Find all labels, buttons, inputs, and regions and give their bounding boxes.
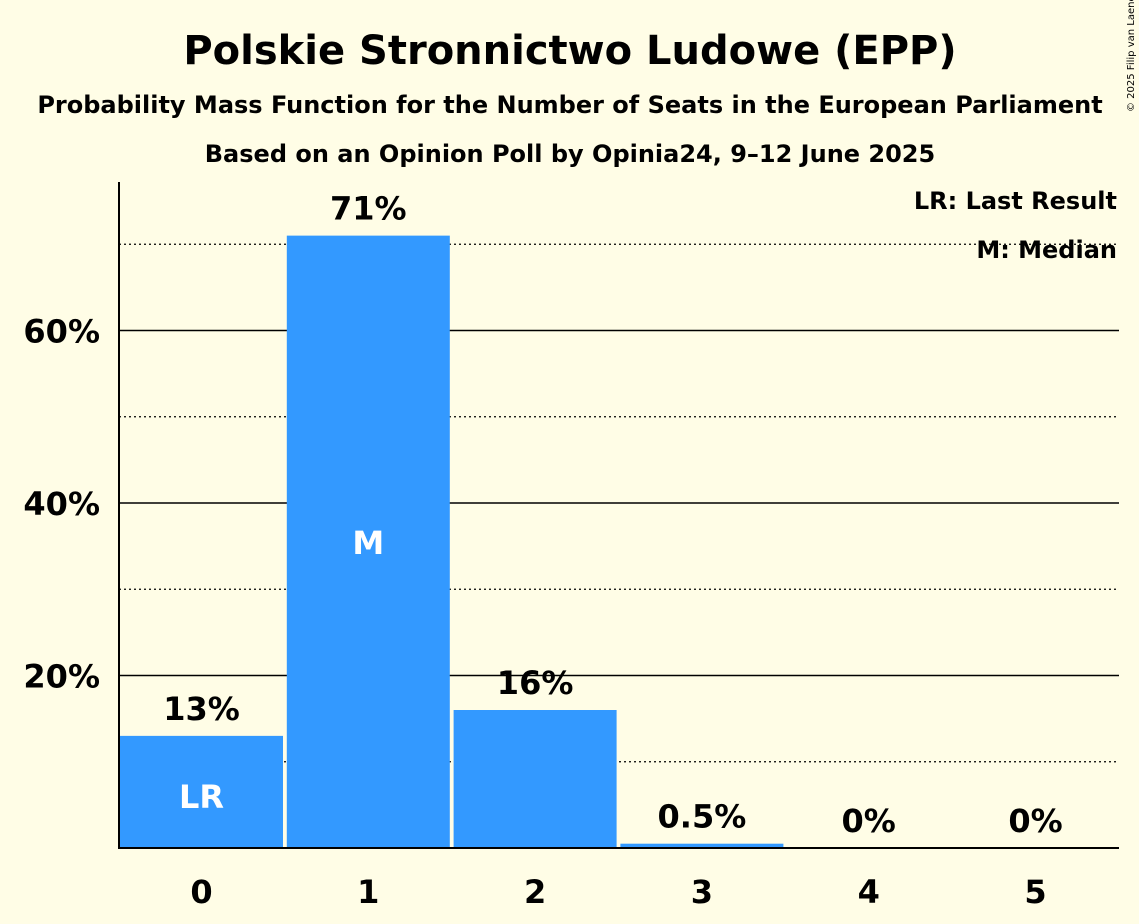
bar-value-label: 13% <box>163 690 240 728</box>
bar <box>453 710 617 848</box>
x-tick-label: 2 <box>524 873 546 911</box>
x-tick-label: 0 <box>190 873 212 911</box>
chart-title: Polskie Stronnictwo Ludowe (EPP) <box>183 28 956 74</box>
legend-median: M: Median <box>976 236 1117 264</box>
bar-value-label: 0% <box>842 802 896 840</box>
bars <box>120 235 784 848</box>
x-tick-label: 5 <box>1024 873 1046 911</box>
median-marker: M <box>352 524 384 562</box>
x-tick-labels: 0 1 2 3 4 5 <box>190 873 1046 911</box>
chart-subtitle: Probability Mass Function for the Number… <box>37 91 1102 119</box>
last-result-marker: LR <box>179 778 224 816</box>
bar <box>286 235 450 848</box>
bar <box>120 735 283 848</box>
x-tick-label: 1 <box>357 873 379 911</box>
data-labels: 13% LR 71% M 16% 0.5% 0% 0% <box>163 190 1062 840</box>
y-tick-labels: 20% 40% 60% <box>23 313 100 696</box>
x-tick-label: 3 <box>691 873 713 911</box>
bar-value-label: 0.5% <box>658 798 747 836</box>
grid-lines <box>119 243 1119 763</box>
copyright-notice: © 2025 Filip van Laenen <box>1126 0 1137 112</box>
bar-value-label: 71% <box>330 190 407 228</box>
chart-subtitle-poll: Based on an Opinion Poll by Opinia24, 9–… <box>205 140 935 168</box>
y-tick-label: 40% <box>23 485 100 523</box>
bar <box>620 843 784 848</box>
x-tick-label: 4 <box>858 873 880 911</box>
y-tick-label: 60% <box>23 313 100 351</box>
y-tick-label: 20% <box>23 658 100 696</box>
bar-value-label: 0% <box>1008 802 1062 840</box>
legend-last-result: LR: Last Result <box>914 187 1117 215</box>
bar-value-label: 16% <box>497 664 574 702</box>
